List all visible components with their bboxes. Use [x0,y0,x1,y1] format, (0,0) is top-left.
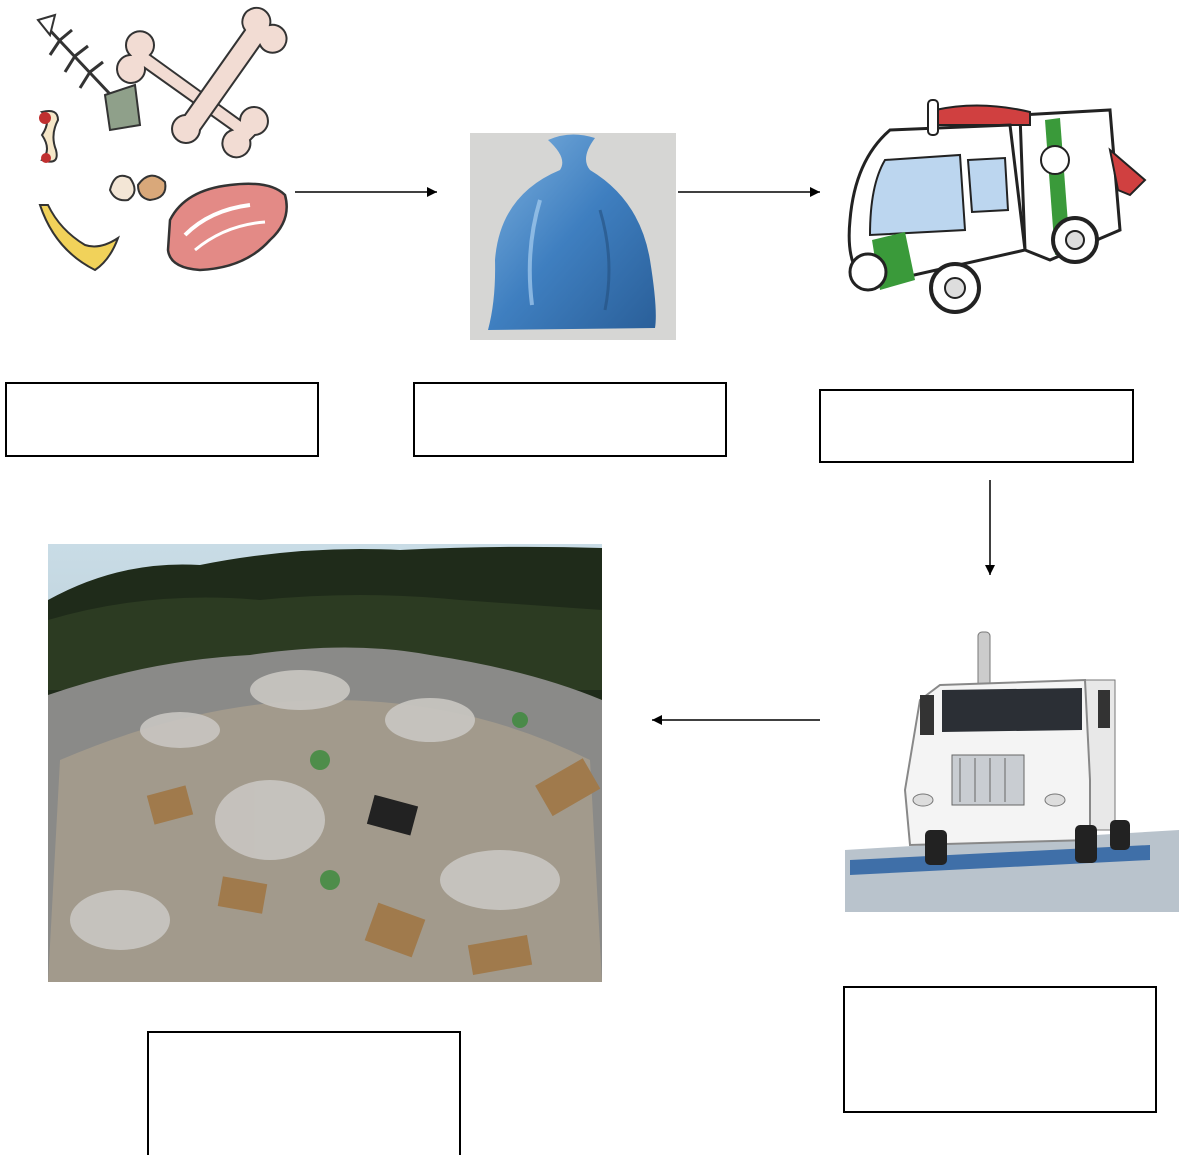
answer-box[interactable] [414,383,726,456]
answer-box[interactable] [6,383,318,456]
collection-truck-image [840,80,1147,335]
diagram [0,0,1179,1155]
landfill-image [48,544,602,982]
food-scraps-image [25,5,292,295]
garbage-bag-image [470,133,676,340]
page: {} [0,0,1179,1155]
answer-box[interactable] [820,390,1133,462]
answer-box[interactable] [844,987,1156,1112]
weighing-truck-image [845,630,1179,912]
answer-box[interactable] [148,1032,460,1155]
